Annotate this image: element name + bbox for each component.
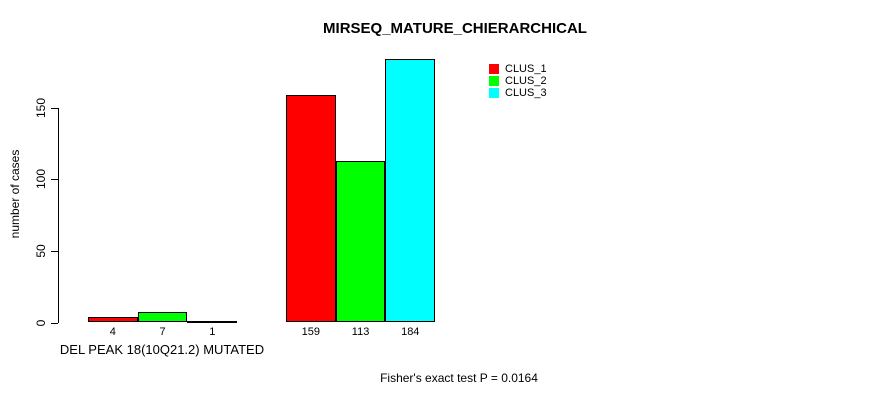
- y-axis-line: [58, 107, 59, 323]
- legend: CLUS_1 CLUS_2 CLUS_3: [489, 63, 547, 99]
- legend-item: CLUS_1: [489, 63, 547, 75]
- bar-value-label: 184: [401, 326, 420, 338]
- legend-swatch: [489, 64, 499, 74]
- bar-value-label: 4: [109, 326, 116, 338]
- bar-clus_2-group2: [335, 160, 386, 323]
- bar-clus_1-group2: [286, 94, 336, 323]
- y-tick-mark: [51, 179, 58, 180]
- bar-value-label: 113: [351, 326, 370, 338]
- legend-item: CLUS_3: [489, 87, 547, 99]
- y-tick-mark: [51, 251, 58, 252]
- legend-swatch: [489, 76, 499, 86]
- bar-value-label: 159: [301, 326, 321, 338]
- y-tick-label: 0: [34, 319, 48, 326]
- pvalue-annotation: Fisher's exact test P = 0.0164: [380, 371, 538, 385]
- y-tick-mark: [51, 108, 58, 109]
- legend-label: CLUS_1: [505, 63, 547, 75]
- bar-clus_3-group2: [385, 58, 436, 323]
- bar-clus_3-group1: [187, 321, 238, 323]
- bar-value-label: 7: [159, 326, 166, 338]
- y-tick-label: 50: [34, 244, 48, 258]
- y-tick-label: 150: [34, 97, 48, 118]
- y-tick-label: 100: [34, 169, 48, 190]
- chart-title: MIRSEQ_MATURE_CHIERARCHICAL: [323, 20, 587, 37]
- x-category-label: DEL PEAK 18(10Q21.2) MUTATED: [59, 342, 265, 357]
- bar-value-label: 1: [209, 326, 216, 338]
- legend-label: CLUS_2: [505, 75, 547, 87]
- legend-label: CLUS_3: [505, 87, 547, 99]
- y-tick-mark: [51, 323, 58, 324]
- bar-clus_2-group1: [137, 312, 188, 323]
- legend-swatch: [489, 88, 499, 98]
- bar-clus_1-group1: [88, 316, 138, 323]
- y-axis-title: number of cases: [8, 149, 22, 239]
- legend-item: CLUS_2: [489, 75, 547, 87]
